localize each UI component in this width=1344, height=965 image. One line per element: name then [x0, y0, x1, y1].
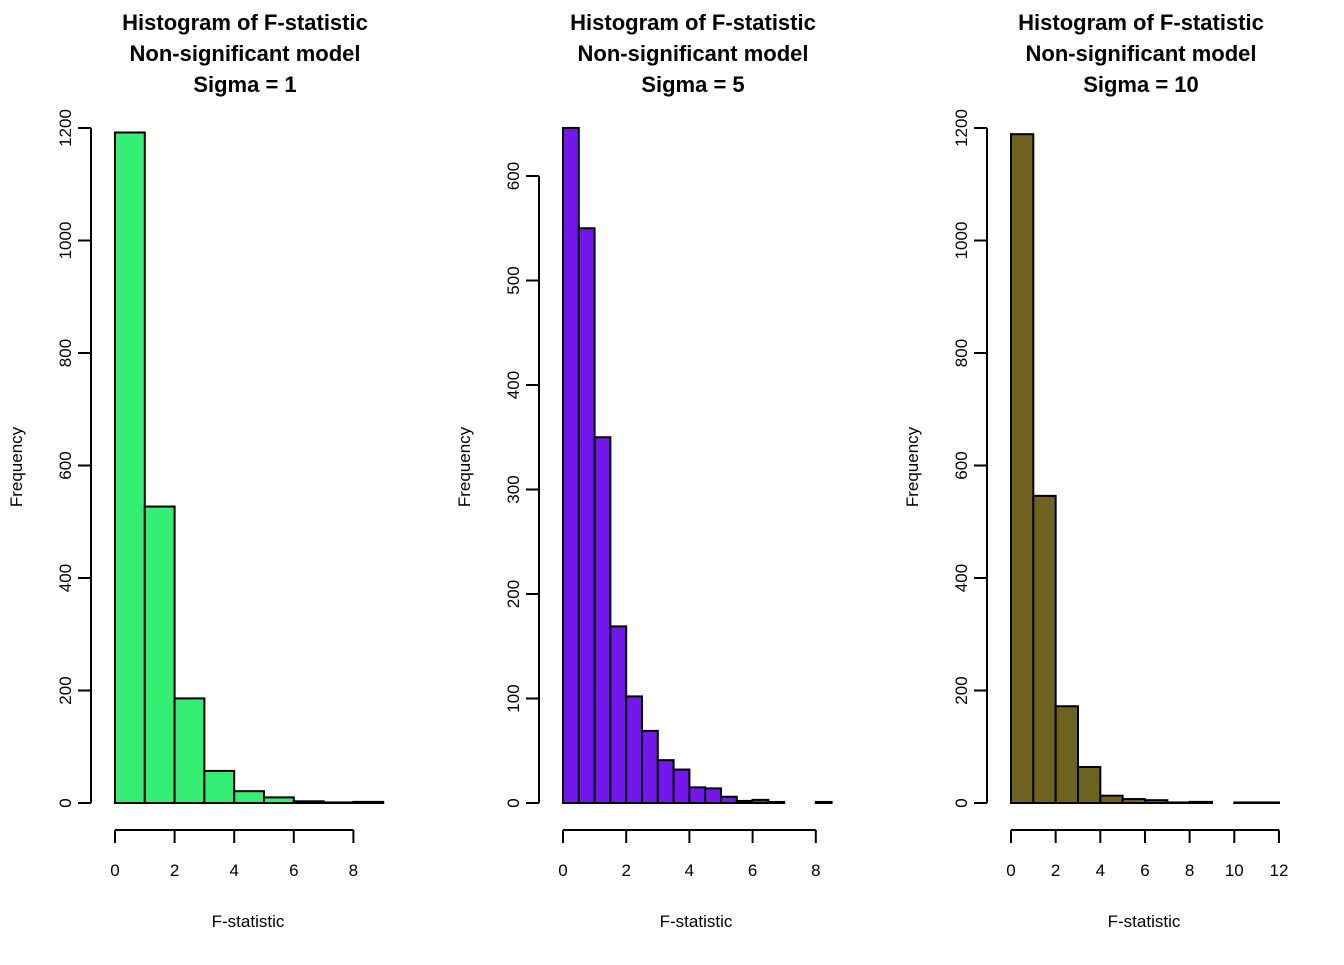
- y-tick-label: 200: [56, 676, 75, 704]
- y-axis-label: Frequency: [455, 426, 474, 507]
- histogram-bar: [751, 798, 770, 804]
- histogram-bar: [1099, 794, 1124, 805]
- y-tick-label: 500: [504, 266, 523, 294]
- chart-title-line: Non-significant model: [130, 41, 361, 66]
- y-tick-label: 400: [504, 371, 523, 399]
- y-tick-label: 300: [504, 475, 523, 503]
- histogram-panel-sigma-10: Histogram of F-statistic Non-significant …: [903, 10, 1288, 931]
- histogram-bar: [1255, 801, 1280, 805]
- y-tick-label: 1000: [56, 222, 75, 260]
- x-tick-label: 4: [1096, 861, 1105, 880]
- y-tick-label: 0: [504, 798, 523, 807]
- histogram-bar: [233, 790, 265, 805]
- histogram-bar: [704, 787, 723, 804]
- histogram-bar: [1166, 801, 1191, 805]
- x-tick-label: 2: [1051, 861, 1060, 880]
- histogram-bar: [562, 126, 580, 805]
- y-tick-label: 0: [952, 798, 971, 807]
- histogram-bar: [352, 800, 385, 805]
- x-tick-label: 4: [229, 861, 238, 880]
- chart-title-line: Histogram of F-statistic: [1018, 10, 1264, 35]
- histogram-bar: [609, 625, 628, 804]
- histogram-bar: [263, 796, 295, 805]
- x-tick-label: 8: [1185, 861, 1194, 880]
- histogram-bar: [688, 786, 707, 805]
- x-tick-label: 0: [1006, 861, 1015, 880]
- x-tick-label: 8: [811, 861, 820, 880]
- y-tick-label: 800: [56, 339, 75, 367]
- chart-title-line: Non-significant model: [1026, 41, 1257, 66]
- chart-title-line: Histogram of F-statistic: [122, 10, 368, 35]
- y-tick-label: 1000: [952, 222, 971, 260]
- chart-title-line: Sigma = 5: [641, 72, 744, 97]
- histogram-bar: [641, 729, 659, 804]
- histogram-bar: [593, 436, 612, 804]
- y-tick-label: 600: [56, 451, 75, 479]
- histogram-bar: [322, 801, 355, 805]
- histogram-bar: [1188, 800, 1213, 805]
- chart-title-line: Histogram of F-statistic: [570, 10, 816, 35]
- histogram-bar: [203, 769, 236, 805]
- chart-title-line: Sigma = 1: [193, 72, 296, 97]
- chart-title-line: Non-significant model: [578, 41, 809, 66]
- histogram-bar: [173, 697, 206, 805]
- y-tick-label: 100: [504, 684, 523, 712]
- histogram-bar: [1143, 799, 1169, 805]
- x-tick-label: 2: [170, 861, 179, 880]
- histogram-bar: [720, 795, 738, 804]
- histogram-bar: [814, 800, 833, 805]
- histogram-bar: [1054, 705, 1079, 804]
- x-tick-label: 12: [1269, 861, 1288, 880]
- y-axis-label: Frequency: [7, 426, 26, 507]
- y-tick-label: 400: [952, 564, 971, 592]
- x-tick-label: 0: [558, 861, 567, 880]
- histogram-bar: [625, 695, 644, 804]
- x-tick-label: 2: [621, 861, 630, 880]
- histogram-bar: [1121, 798, 1146, 804]
- x-axis-label: F-statistic: [212, 912, 285, 931]
- y-tick-label: 600: [952, 451, 971, 479]
- histogram-bar: [1233, 801, 1258, 805]
- x-tick-label: 6: [1140, 861, 1149, 880]
- x-tick-label: 10: [1225, 861, 1244, 880]
- histogram-bar: [577, 227, 596, 804]
- y-tick-label: 0: [56, 798, 75, 807]
- histogram-bar: [672, 768, 691, 804]
- x-axis-label: F-statistic: [1108, 912, 1181, 931]
- histogram-bar: [143, 505, 176, 804]
- y-tick-label: 200: [504, 580, 523, 608]
- histogram-bar: [292, 800, 325, 804]
- histogram-bar: [767, 800, 786, 805]
- chart-title-line: Sigma = 10: [1083, 72, 1199, 97]
- y-axis-label: Frequency: [903, 426, 922, 507]
- y-tick-label: 800: [952, 339, 971, 367]
- histogram-panel-sigma-5: Histogram of F-statistic Non-significant …: [455, 10, 833, 931]
- y-tick-label: 1200: [952, 109, 971, 147]
- histogram-bar: [735, 799, 754, 804]
- histogram-bar: [656, 759, 675, 804]
- y-tick-label: 200: [952, 676, 971, 704]
- x-tick-label: 6: [289, 861, 298, 880]
- x-tick-label: 4: [685, 861, 694, 880]
- x-tick-label: 8: [349, 861, 358, 880]
- x-axis-label: F-statistic: [660, 912, 733, 931]
- histogram-bar: [114, 131, 146, 804]
- y-tick-label: 400: [56, 564, 75, 592]
- y-tick-label: 1200: [56, 109, 75, 147]
- histogram-panel-sigma-1: Histogram of F-statistic Non-significant …: [7, 10, 385, 931]
- x-tick-label: 6: [748, 861, 757, 880]
- x-tick-label: 0: [110, 861, 119, 880]
- histogram-bar: [1010, 133, 1035, 804]
- histogram-bar: [1032, 494, 1057, 805]
- y-tick-label: 600: [504, 162, 523, 190]
- histogram-bar: [1076, 766, 1102, 804]
